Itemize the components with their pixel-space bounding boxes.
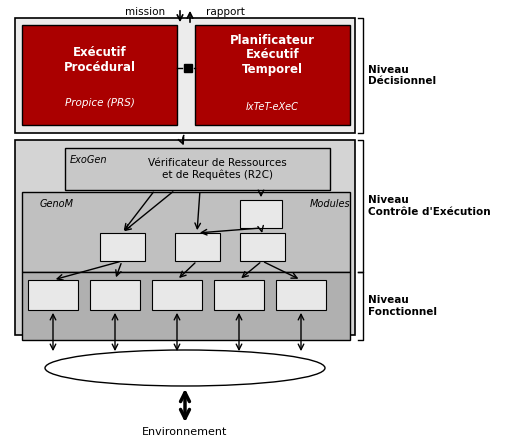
Text: Niveau
Décisionnel: Niveau Décisionnel: [368, 65, 436, 86]
Bar: [90, 280, 140, 310]
Bar: [15, 140, 355, 335]
Bar: [276, 280, 326, 310]
Text: ExoGen: ExoGen: [70, 155, 107, 165]
Bar: [100, 233, 145, 261]
Text: Planificateur
Exécutif
Temporel: Planificateur Exécutif Temporel: [230, 33, 315, 77]
Bar: [195, 25, 350, 125]
Text: GenoM: GenoM: [40, 199, 74, 209]
Text: Modules: Modules: [310, 199, 351, 209]
Text: IxTeT-eXeC: IxTeT-eXeC: [246, 102, 299, 112]
Bar: [22, 25, 177, 125]
Bar: [22, 272, 350, 340]
Text: Propice (PRS): Propice (PRS): [65, 98, 135, 108]
Bar: [65, 148, 330, 190]
Bar: [152, 280, 202, 310]
Text: mission: mission: [125, 7, 165, 17]
Bar: [214, 280, 264, 310]
Text: Exécutif
Procédural: Exécutif Procédural: [64, 46, 136, 74]
Bar: [22, 192, 350, 272]
Bar: [240, 233, 285, 261]
Text: Niveau
Contrôle d'Exécution: Niveau Contrôle d'Exécution: [368, 195, 491, 217]
Text: rapport: rapport: [206, 7, 245, 17]
Bar: [240, 200, 282, 228]
Bar: [175, 233, 220, 261]
Text: Environnement: Environnement: [143, 427, 228, 437]
Bar: [28, 280, 78, 310]
Text: Niveau
Fonctionnel: Niveau Fonctionnel: [368, 295, 437, 317]
Bar: [15, 18, 355, 133]
Text: Vérificateur de Ressources
et de Requêtes (R2C): Vérificateur de Ressources et de Requête…: [148, 158, 287, 180]
Ellipse shape: [45, 350, 325, 386]
